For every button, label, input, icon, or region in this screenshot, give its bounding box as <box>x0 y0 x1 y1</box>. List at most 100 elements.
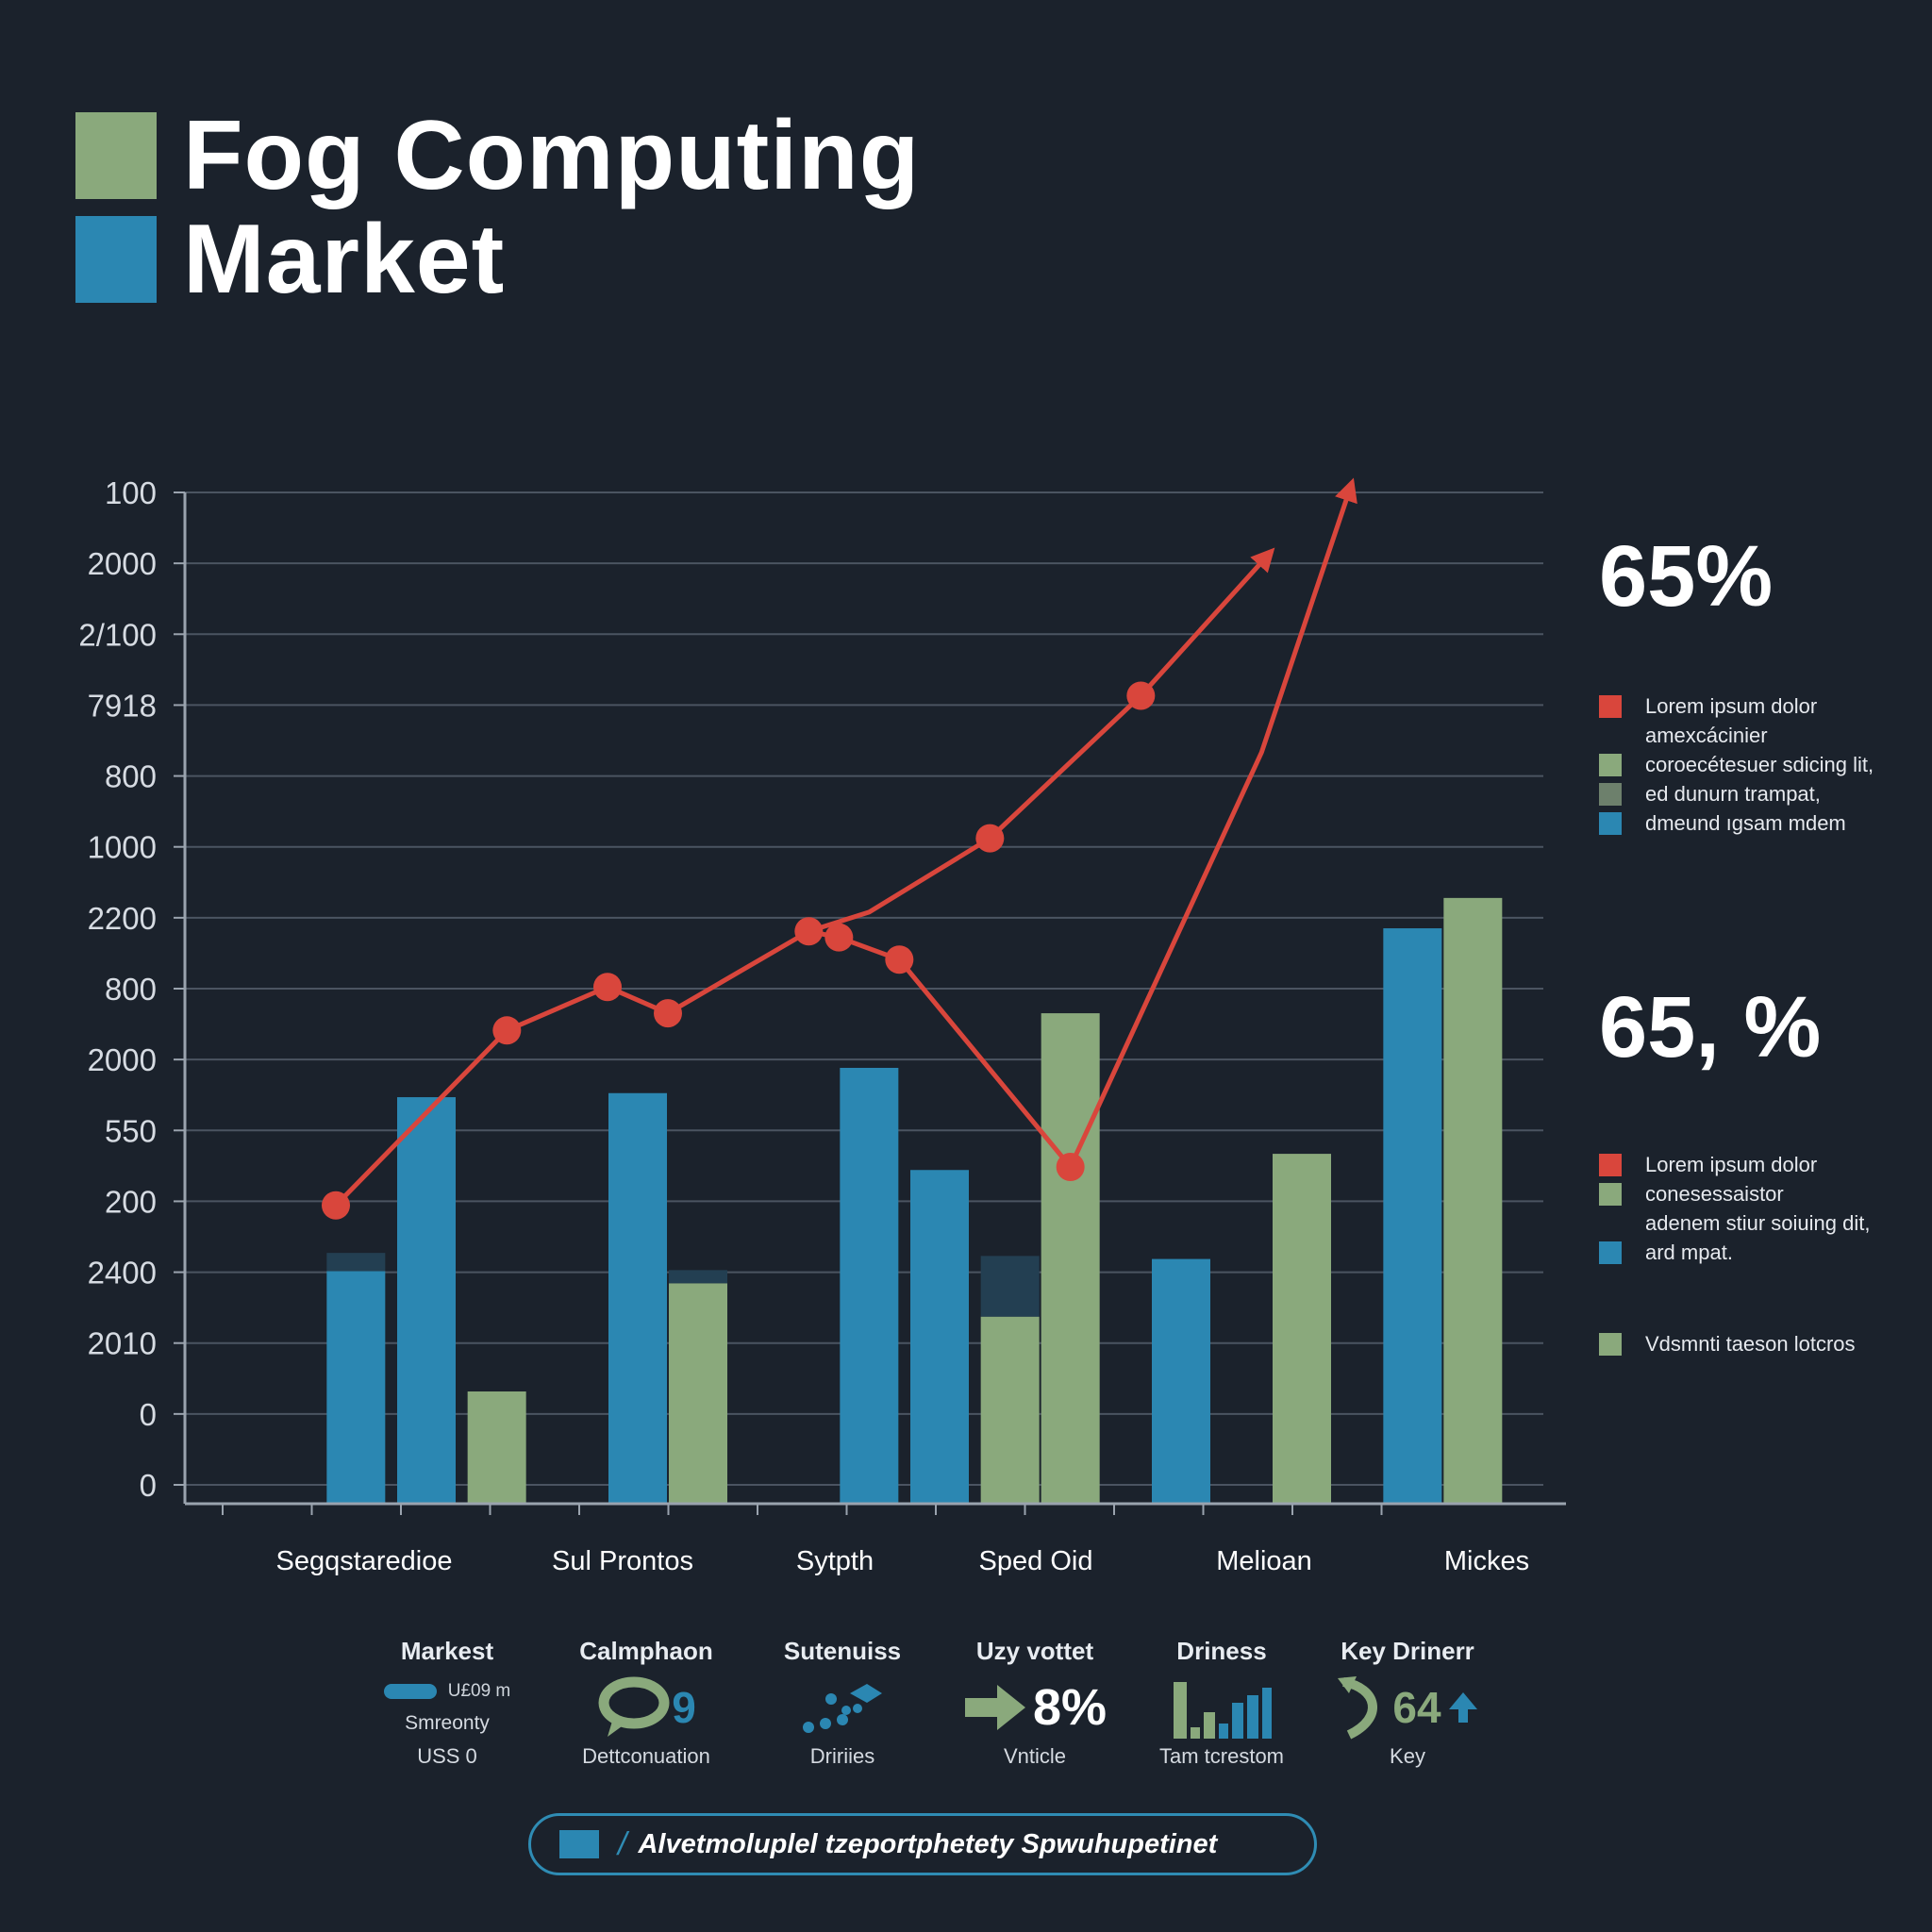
chart-title: Fog Computing Market <box>75 104 920 311</box>
bar-cap <box>326 1253 386 1272</box>
legend-label: amexcácinier <box>1645 724 1768 747</box>
up-arrow-icon <box>1448 1692 1477 1723</box>
bar <box>669 1283 727 1504</box>
legend-swatch <box>1599 812 1622 835</box>
legend-swatch <box>1599 754 1622 776</box>
stat-sutenuiss: Sutenuiss Dririies <box>739 1637 946 1769</box>
y-tick-label: 2200 <box>88 901 157 936</box>
legend-label: Lorem ipsum dolor <box>1645 1153 1818 1176</box>
stat-market: Markest U£09 m Smreonty USS 0 <box>343 1637 551 1769</box>
y-tick-label: 550 <box>105 1113 157 1148</box>
y-tick-label: 0 <box>140 1468 157 1503</box>
stat-key-drinerr: Key Drinerr 64 Key <box>1304 1637 1511 1769</box>
banner-swatch <box>559 1830 599 1858</box>
y-tick-label: 1000 <box>88 830 157 865</box>
stat-footer: Dririies <box>809 1744 875 1768</box>
stat-heading: Uzy vottet <box>975 1637 1094 1665</box>
stat-heading: Key Drinerr <box>1341 1637 1474 1665</box>
stat-footer: Vnticle <box>1003 1744 1067 1768</box>
stat-graphic <box>739 1671 946 1744</box>
legend-item: amexcácinier <box>1599 721 1874 750</box>
stat-graphic: 8% <box>931 1671 1139 1744</box>
y-tick-label: 2000 <box>88 546 157 581</box>
arrow-right-icon <box>964 1685 1025 1730</box>
legend-swatch <box>1599 1212 1622 1235</box>
legend-item: ed dunurn trampat, <box>1599 779 1874 808</box>
legend-label: dmeund ıgsam mdem <box>1645 811 1846 835</box>
stat-value-small: U£09 m <box>447 1681 511 1701</box>
legend-swatch <box>1599 1241 1622 1264</box>
line-point <box>654 999 682 1028</box>
bar <box>1443 897 1503 1504</box>
bar <box>397 1097 456 1504</box>
bar <box>1383 928 1442 1504</box>
stat-heading: Markest <box>400 1637 494 1665</box>
curve-arrow-icon <box>1338 1676 1378 1740</box>
category-label: Mickes <box>1444 1546 1529 1576</box>
y-tick-label: 2010 <box>88 1326 157 1361</box>
side-panel-2: 65, % <box>1599 984 1821 1071</box>
line-point <box>1056 1153 1085 1182</box>
banner-slash: / <box>618 1825 627 1862</box>
title-line-2: Market <box>183 205 506 314</box>
legend-item: dmeund ıgsam mdem <box>1599 808 1874 838</box>
legend-2: Lorem ipsum dolor conesessaistor adenem st… <box>1599 1150 1870 1267</box>
stat-value: 64 <box>1392 1683 1441 1732</box>
title-line-1: Fog Computing <box>183 101 921 210</box>
y-tick-label: 100 <box>105 475 157 510</box>
stat-graphic <box>1118 1671 1325 1744</box>
stats-row: Markest U£09 m Smreonty USS 0 Calmphaon … <box>340 1637 1585 1778</box>
bar <box>840 1067 899 1504</box>
bar <box>467 1391 526 1504</box>
legend-item: adenem stiur soiuing dit, <box>1599 1208 1870 1238</box>
legend-swatch <box>1599 724 1622 747</box>
bar-cap <box>669 1270 727 1284</box>
title-swatch-blue <box>75 216 157 303</box>
y-tick-label: 2/100 <box>78 617 157 652</box>
y-tick-label: 0 <box>140 1397 157 1432</box>
category-label: Sped Oid <box>979 1546 1093 1576</box>
side-panel-1: 65% <box>1599 533 1773 620</box>
stat-value: 9 <box>672 1683 696 1732</box>
legend-label: adenem stiur soiuing dit, <box>1645 1211 1871 1235</box>
stat-calmphaon: Calmphaon 9 Dettconuation <box>542 1637 750 1769</box>
line-point <box>322 1191 350 1220</box>
category-label: Sul Prontos <box>552 1546 693 1576</box>
stat-footer: Key <box>1390 1744 1425 1768</box>
bar <box>910 1170 969 1504</box>
line-point <box>885 945 914 974</box>
legend-item: Vdsmnti taeson lotcros <box>1599 1329 1856 1358</box>
stat-heading: Sutenuiss <box>783 1637 902 1665</box>
line-point <box>593 973 622 1002</box>
legend-label: ed dunurn trampat, <box>1645 782 1821 806</box>
legend-label: conesessaistor <box>1645 1182 1784 1206</box>
bar <box>1041 1013 1100 1504</box>
title-swatch-green <box>75 112 157 199</box>
bar <box>1152 1258 1210 1504</box>
legend-label: coroecétesuer sdicing lit, <box>1645 753 1874 776</box>
legend-1: Lorem ipsum dolor amexcácinier coroecétesu… <box>1599 691 1874 838</box>
legend-item: Lorem ipsum dolor <box>1599 1150 1870 1179</box>
scatter-dots-icon <box>803 1684 882 1733</box>
y-tick-label: 7918 <box>88 688 157 723</box>
stat-footer: Tam tcrestom <box>1158 1744 1285 1768</box>
category-label: Melioan <box>1216 1546 1312 1576</box>
pill-bar-icon <box>383 1684 437 1699</box>
banner-text: Alvetmoluplel tzeportphetety Spwuhupetin… <box>638 1828 1218 1859</box>
legend-item: conesessaistor <box>1599 1179 1870 1208</box>
category-label: Sytpth <box>796 1546 874 1576</box>
y-tick-label: 800 <box>105 759 157 794</box>
y-tick-label: 2000 <box>88 1042 157 1077</box>
bar-cap <box>980 1256 1040 1317</box>
stat-footer: USS 0 <box>417 1744 477 1768</box>
stat-graphic: 9 <box>542 1671 750 1744</box>
bar <box>608 1092 667 1504</box>
stat-footer: Dettconuation <box>582 1744 710 1768</box>
legend-item: Lorem ipsum dolor <box>1599 691 1874 721</box>
legend-swatch <box>1599 1333 1622 1356</box>
legend-swatch <box>1599 783 1622 806</box>
bar-chart-icon <box>1174 1682 1272 1739</box>
legend-item: ard mpat. <box>1599 1238 1870 1267</box>
stat-graphic: 64 <box>1304 1671 1511 1744</box>
